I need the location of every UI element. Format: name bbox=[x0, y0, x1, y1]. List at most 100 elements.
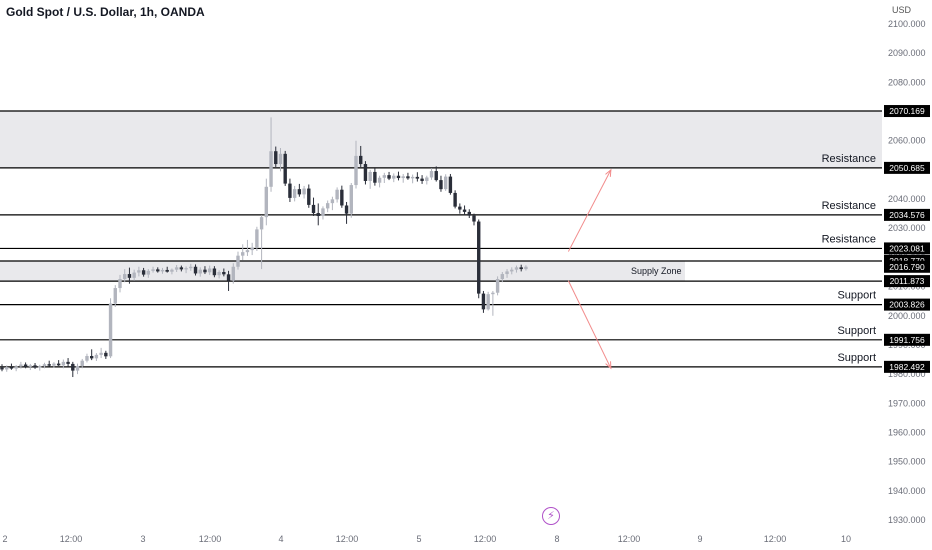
candle-body bbox=[392, 175, 396, 179]
candle-body bbox=[33, 365, 37, 368]
candle-body bbox=[94, 354, 99, 359]
candle-body bbox=[292, 189, 297, 198]
level-label: Support bbox=[837, 352, 876, 364]
candle-body bbox=[108, 303, 113, 357]
projection-arrow bbox=[567, 280, 612, 369]
candle-body bbox=[75, 365, 80, 371]
candle-body bbox=[127, 274, 132, 278]
candle-body bbox=[340, 189, 344, 206]
candle-body bbox=[283, 153, 287, 184]
x-tick-label: 5 bbox=[416, 534, 421, 544]
y-tick-label: 1960.000 bbox=[888, 427, 926, 437]
level-label: Support bbox=[837, 290, 876, 302]
candle-body bbox=[269, 151, 273, 187]
candle-body bbox=[19, 364, 23, 367]
candle-body bbox=[160, 269, 165, 272]
x-tick-label: 10 bbox=[841, 534, 851, 544]
candle-body bbox=[42, 364, 47, 367]
lightning-bolt-icon[interactable]: ⚡ bbox=[542, 507, 560, 525]
candle-body bbox=[302, 188, 306, 195]
candle-body bbox=[255, 229, 259, 248]
candle-body bbox=[184, 268, 188, 270]
candle-body bbox=[193, 266, 198, 274]
candle-body bbox=[38, 366, 42, 368]
price-tag bbox=[884, 105, 930, 118]
candle-body bbox=[486, 294, 490, 310]
y-tick-label: 2040.000 bbox=[888, 194, 926, 204]
candle-body bbox=[174, 267, 179, 270]
y-tick-label: 2090.000 bbox=[888, 48, 926, 58]
candle-body bbox=[354, 155, 358, 186]
candle-body bbox=[71, 363, 75, 371]
candle-body bbox=[245, 250, 250, 253]
price-tag-label: 2011.873 bbox=[890, 276, 925, 286]
candle-body bbox=[363, 164, 368, 181]
price-tag bbox=[884, 260, 930, 273]
candle-body bbox=[472, 215, 476, 222]
candle-body bbox=[477, 221, 481, 294]
candle-body bbox=[330, 199, 335, 204]
candle-body bbox=[321, 208, 325, 216]
candle-body bbox=[118, 279, 122, 289]
x-tick-label: 12:00 bbox=[60, 534, 83, 544]
price-tag-label: 2016.790 bbox=[889, 262, 925, 272]
level-label: Support bbox=[837, 325, 876, 337]
candle-body bbox=[85, 356, 89, 361]
price-tag-label: 2003.826 bbox=[889, 300, 925, 310]
candle-body bbox=[373, 171, 377, 183]
y-tick-label: 2080.000 bbox=[888, 77, 926, 87]
candle-body bbox=[52, 363, 56, 366]
candle-body bbox=[491, 292, 495, 295]
currency-label: USD bbox=[892, 5, 912, 15]
candle-body bbox=[500, 274, 505, 280]
candle-body bbox=[179, 267, 184, 270]
candle-body bbox=[458, 206, 462, 210]
x-tick-label: 3 bbox=[140, 534, 145, 544]
candle-body bbox=[335, 189, 339, 200]
candle-body bbox=[495, 279, 500, 293]
chart-title: Gold Spot / U.S. Dollar, 1h, OANDA bbox=[6, 5, 205, 19]
candle-body bbox=[368, 171, 372, 181]
candle-body bbox=[387, 175, 391, 179]
candle-body bbox=[104, 352, 108, 357]
candle-body bbox=[462, 209, 467, 212]
price-tag-label: 1982.492 bbox=[889, 362, 925, 372]
price-tag bbox=[884, 298, 930, 311]
candle-body bbox=[123, 274, 127, 280]
candle-body bbox=[61, 361, 66, 366]
candle-body bbox=[156, 269, 160, 272]
candle-body bbox=[406, 176, 410, 179]
candle-body bbox=[132, 272, 136, 278]
price-tag bbox=[884, 242, 930, 255]
candle-body bbox=[9, 367, 14, 369]
candle-body bbox=[165, 269, 169, 272]
y-tick-label: 2100.000 bbox=[888, 19, 926, 29]
candle-body bbox=[415, 176, 420, 179]
candle-body bbox=[146, 270, 151, 275]
candle-body bbox=[425, 177, 429, 181]
candle-body bbox=[349, 185, 353, 214]
x-tick-label: 12:00 bbox=[618, 534, 641, 544]
y-tick-label: 1950.000 bbox=[888, 457, 926, 467]
candle-body bbox=[396, 175, 401, 179]
candle-body bbox=[189, 266, 193, 269]
x-tick-label: 9 bbox=[697, 534, 702, 544]
price-tag-label: 2023.081 bbox=[889, 243, 925, 253]
candle-body bbox=[288, 183, 292, 198]
y-tick-label: 1970.000 bbox=[888, 398, 926, 408]
arrow-head bbox=[605, 361, 612, 370]
candle-body bbox=[377, 177, 382, 183]
candle-body bbox=[410, 176, 415, 179]
candle-body bbox=[278, 153, 283, 165]
x-tick-label: 8 bbox=[554, 534, 559, 544]
candle-body bbox=[250, 247, 254, 251]
candle-body bbox=[453, 192, 457, 207]
candle-body bbox=[259, 217, 264, 230]
candle-body bbox=[481, 293, 486, 310]
candle-body bbox=[151, 269, 155, 271]
candle-body bbox=[231, 266, 235, 281]
candle-body bbox=[23, 364, 28, 367]
candle-body bbox=[66, 361, 70, 364]
candle-body bbox=[56, 363, 61, 366]
